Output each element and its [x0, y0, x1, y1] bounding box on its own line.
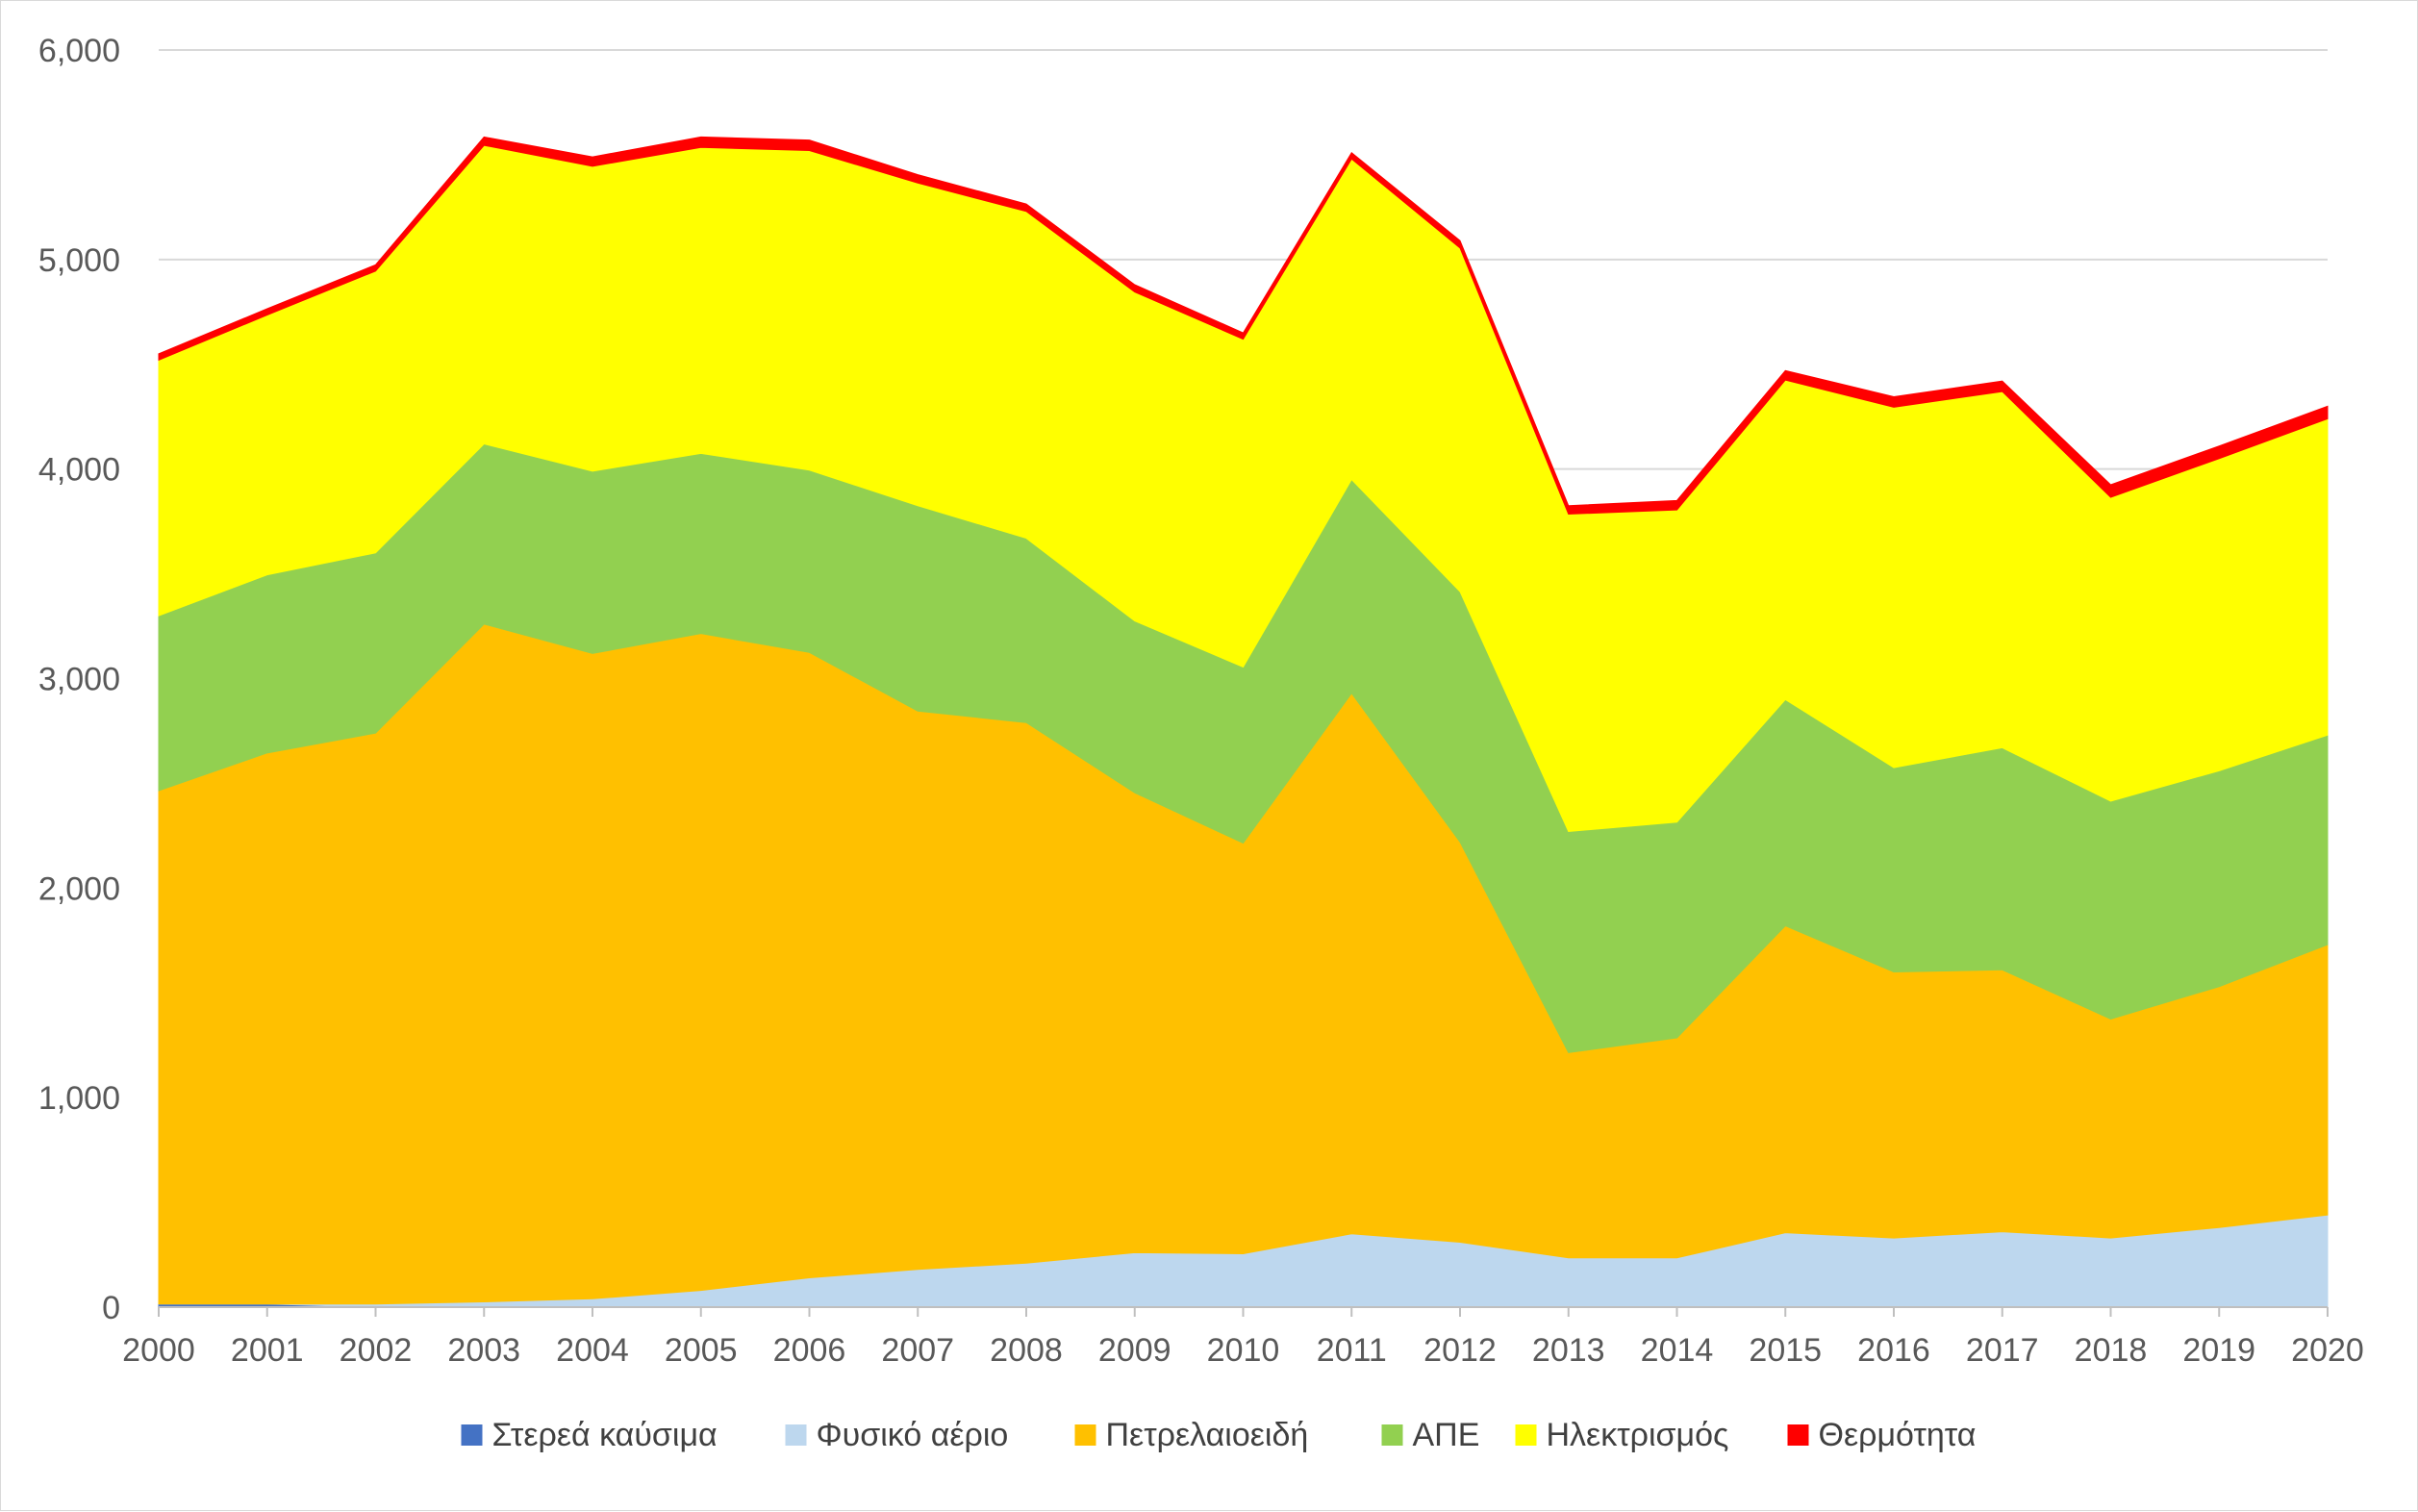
legend-label: Φυσικό αέριο [817, 1417, 1009, 1453]
legend-item: Πετρελαιοειδή [1074, 1417, 1309, 1453]
legend-swatch [785, 1424, 807, 1446]
legend-swatch [1515, 1424, 1537, 1446]
legend-item: Στερεά καύσιμα [461, 1417, 718, 1453]
legend-label: Θερμότητα [1819, 1417, 1977, 1453]
x-tick-label: 2004 [556, 1332, 629, 1369]
x-tick-label: 2020 [2291, 1332, 2364, 1369]
legend-label: Ηλεκτρισμός [1547, 1417, 1729, 1453]
x-tick-label: 2016 [1857, 1332, 1930, 1369]
x-tick-label: 2008 [990, 1332, 1063, 1369]
x-tick-label: 2002 [340, 1332, 413, 1369]
x-tick-label: 2007 [881, 1332, 954, 1369]
x-axis-tick-labels: 2000 2001 2002 2003 2004 2005 2006 2007 2008 2009… [122, 1307, 2364, 1369]
x-tick-label: 2010 [1207, 1332, 1280, 1369]
y-axis-tick-labels: 0 1,000 2,000 3,000 4,000 5,000 6,000 [38, 33, 120, 1326]
x-tick-label: 2012 [1423, 1332, 1497, 1369]
x-tick-label: 2011 [1317, 1332, 1387, 1369]
legend-item: ΑΠΕ [1381, 1417, 1480, 1453]
legend-item: Φυσικό αέριο [785, 1417, 1009, 1453]
x-tick-label: 2001 [231, 1332, 304, 1369]
y-tick-label: 2,000 [38, 870, 120, 907]
legend-label: Πετρελαιοειδή [1106, 1417, 1309, 1453]
y-tick-label: 3,000 [38, 662, 120, 698]
x-tick-label: 2013 [1532, 1332, 1605, 1369]
y-tick-label: 0 [102, 1290, 120, 1326]
x-tick-label: 2019 [2182, 1332, 2255, 1369]
x-tick-label: 2000 [122, 1332, 195, 1369]
legend-label: Στερεά καύσιμα [492, 1417, 718, 1453]
area-series-group [158, 136, 2329, 1308]
legend-item: Ηλεκτρισμός [1515, 1417, 1729, 1453]
legend-label: ΑΠΕ [1413, 1417, 1480, 1453]
y-tick-label: 5,000 [38, 242, 120, 279]
x-tick-label: 2014 [1641, 1332, 1714, 1369]
x-tick-label: 2005 [665, 1332, 738, 1369]
y-tick-label: 4,000 [38, 452, 120, 489]
y-tick-label: 1,000 [38, 1080, 120, 1117]
y-tick-label: 6,000 [38, 33, 120, 69]
x-tick-label: 2015 [1749, 1332, 1822, 1369]
area-series-5 [158, 136, 2329, 516]
x-tick-label: 2009 [1098, 1332, 1171, 1369]
legend-swatch [1787, 1424, 1809, 1446]
legend-swatch [461, 1424, 483, 1446]
x-tick-label: 2006 [773, 1332, 846, 1369]
x-tick-label: 2003 [447, 1332, 520, 1369]
legend-swatch [1074, 1424, 1096, 1446]
x-tick-label: 2017 [1966, 1332, 2039, 1369]
legend-item: Θερμότητα [1787, 1417, 1977, 1453]
legend: Στερεά καύσιμα Φυσικό αέριο Πετρελαιοειδή Α… [461, 1417, 1977, 1453]
legend-swatch [1381, 1424, 1403, 1446]
x-tick-label: 2018 [2075, 1332, 2148, 1369]
